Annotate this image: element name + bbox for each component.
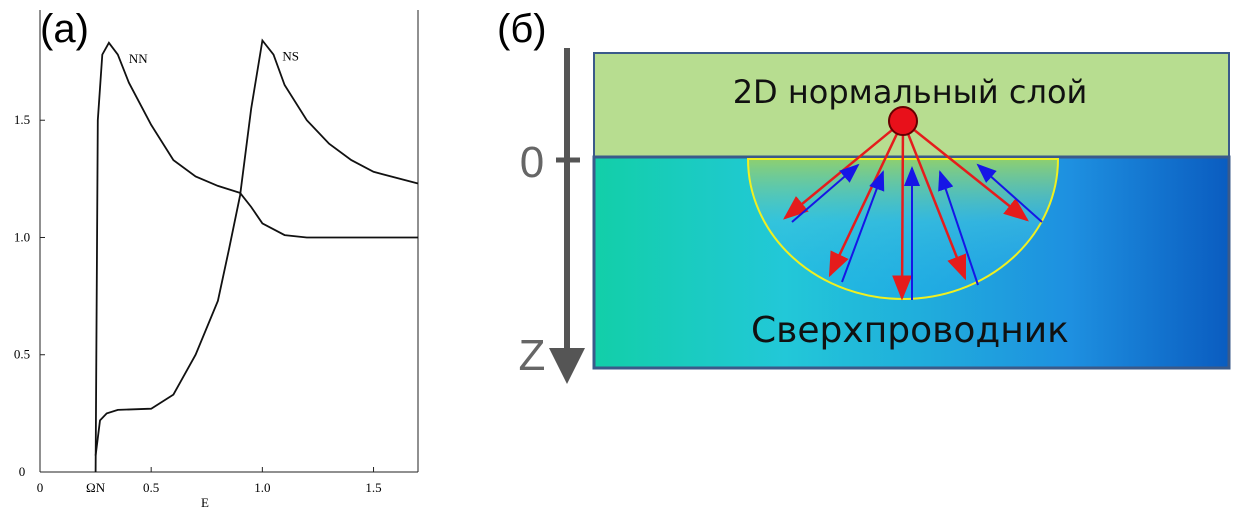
axis-origin: 0: [520, 138, 544, 187]
arrow: [902, 121, 903, 298]
panel-label: (a): [40, 7, 89, 51]
panel-label: (б): [497, 7, 547, 51]
legend-label: NN: [129, 51, 148, 66]
x-tick-label: 0.5: [143, 480, 159, 495]
x-tick-label: 0: [37, 480, 44, 495]
x-tick-label: 1.0: [254, 480, 270, 495]
panel-a: (a) E: [40, 7, 209, 510]
layer-label: 2D нормальный слой: [733, 73, 1088, 111]
line: [96, 41, 418, 456]
y-tick-label: 0: [19, 464, 26, 479]
panel-b: (б) 2D нормальный слой Сверхпроводник 0 …: [497, 7, 1229, 380]
x-tick-label: ΩN: [86, 480, 106, 495]
y-tick-label: 1.5: [14, 112, 30, 127]
axis-label: Z: [519, 331, 546, 380]
x-axis-label: E: [201, 495, 209, 510]
y-tick-label: 1.0: [14, 229, 30, 244]
x-tick-label: 1.5: [365, 480, 381, 495]
legend-label: NS: [282, 48, 299, 63]
layer-label: Сверхпроводник: [751, 310, 1069, 351]
figure: (a) E (б) 2D нормальный слой Сверхпровод…: [0, 0, 1238, 517]
line: [96, 43, 418, 472]
particle: [889, 107, 917, 135]
y-tick-label: 0.5: [14, 347, 30, 362]
